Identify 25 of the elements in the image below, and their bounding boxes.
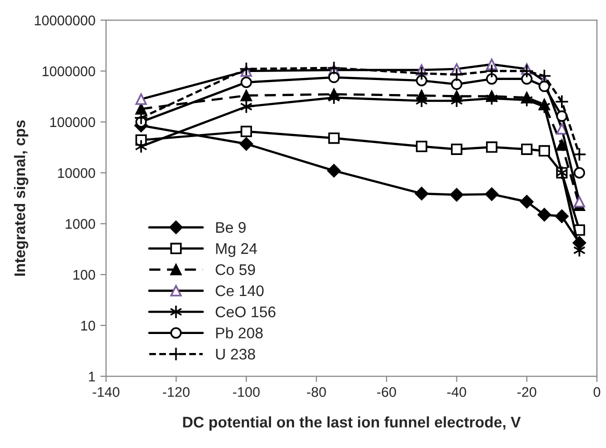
- x-tick-label: -100: [233, 387, 260, 397]
- y-tick-label: 10: [81, 320, 96, 331]
- x-tick-label: -80: [307, 387, 326, 397]
- y-tick-label: 1000: [66, 219, 96, 229]
- x-tick-label: -140: [92, 387, 120, 397]
- y-tick-label: 1: [88, 372, 95, 382]
- legend-label: U 238: [216, 348, 256, 360]
- legend-label: Mg 24: [216, 243, 257, 257]
- x-tick-label: 0: [594, 387, 600, 397]
- x-tick-label: -120: [162, 387, 190, 397]
- x-tick-label: -40: [447, 387, 466, 397]
- y-tick-label: 100000: [50, 117, 96, 128]
- y-tick-label: 1000000: [42, 66, 96, 76]
- x-tick-label: -20: [517, 387, 536, 397]
- y-axis-title: Integrated signal, cps: [14, 120, 28, 276]
- legend-label: Be 9: [216, 222, 246, 233]
- legend-label: Co 59: [216, 264, 255, 276]
- y-tick-label: 10000: [58, 168, 96, 178]
- y-tick-label: 10000000: [34, 15, 96, 26]
- x-tick-label: -60: [377, 387, 396, 397]
- legend-label: Ce 140: [216, 285, 264, 296]
- x-axis-title: DC potential on the last ion funnel electrode, V: [183, 416, 521, 431]
- legend-label: CeO 156: [216, 306, 276, 318]
- y-tick-label: 100: [74, 270, 96, 280]
- legend-label: Pb 208: [216, 327, 263, 338]
